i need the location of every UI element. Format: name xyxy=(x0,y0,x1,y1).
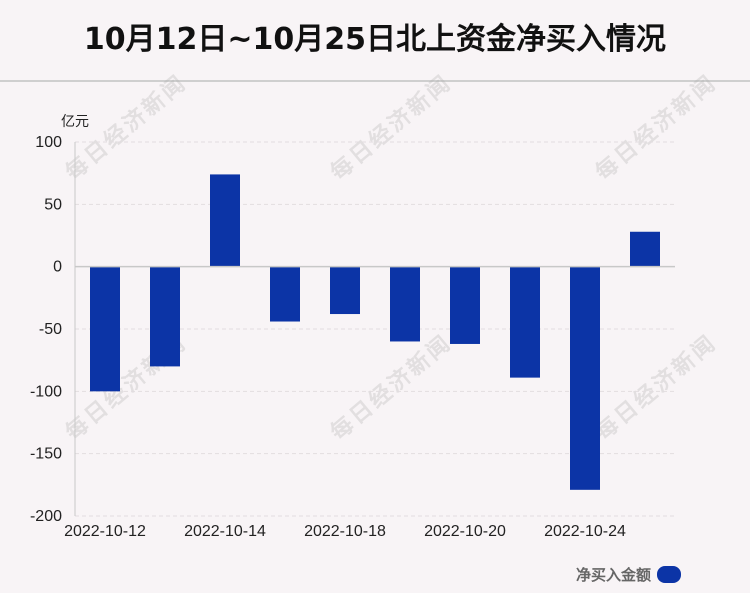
legend-label: 净买入金额 xyxy=(576,565,652,584)
x-tick-label: 2022-10-18 xyxy=(304,523,386,540)
title-divider xyxy=(0,80,750,82)
y-tick-label: 100 xyxy=(35,134,62,151)
x-tick-label: 2022-10-20 xyxy=(424,523,506,540)
bar xyxy=(570,266,600,490)
x-tick-label: 2022-10-14 xyxy=(184,523,266,540)
y-tick-label: -150 xyxy=(30,446,62,463)
y-tick-label: -100 xyxy=(30,383,62,400)
bar xyxy=(210,174,240,267)
bar xyxy=(270,266,300,322)
bar xyxy=(330,266,360,315)
y-axis-unit: 亿元 xyxy=(61,114,89,130)
bar xyxy=(390,266,420,342)
x-tick-label: 2022-10-12 xyxy=(64,523,146,540)
bar xyxy=(450,266,480,344)
legend: 净买入金额 xyxy=(576,563,682,585)
legend-swatch xyxy=(657,565,682,583)
bar xyxy=(90,266,120,392)
y-tick-label: 0 xyxy=(53,259,62,276)
bar xyxy=(150,266,180,367)
y-tick-label: -200 xyxy=(30,508,62,525)
chart-title: 10月12日~10月25日北上资金净买入情况 xyxy=(83,22,667,57)
y-tick-label: -50 xyxy=(39,321,62,338)
bar xyxy=(510,266,540,378)
x-tick-label: 2022-10-24 xyxy=(544,523,626,540)
bar xyxy=(630,231,660,267)
y-tick-label: 50 xyxy=(44,196,62,213)
